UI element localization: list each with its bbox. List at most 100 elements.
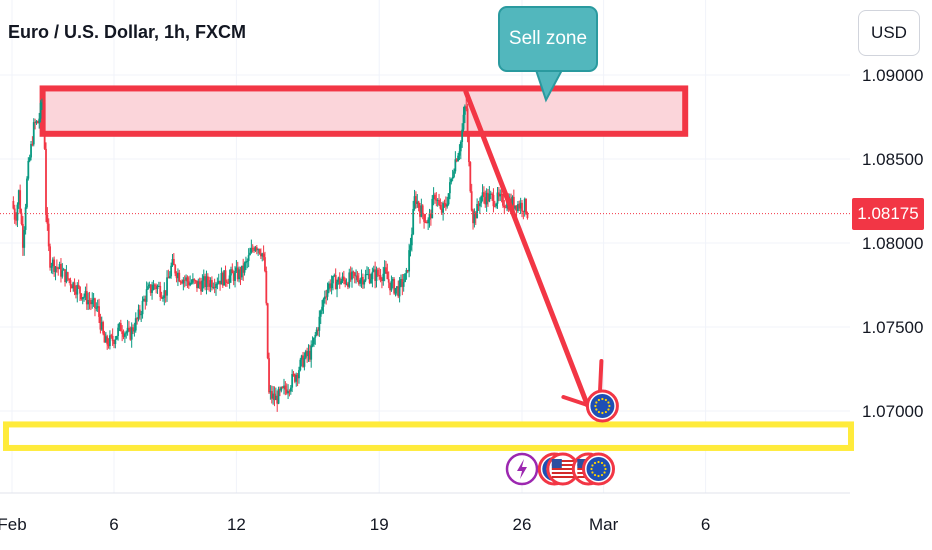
candle-body (53, 259, 56, 272)
candle-body (247, 255, 250, 261)
candle-body (206, 276, 209, 284)
candle-body (98, 306, 100, 317)
sell-arrow-line[interactable] (463, 89, 590, 408)
candle-body (104, 336, 107, 343)
candle-body (429, 213, 432, 219)
candle-body (122, 333, 125, 337)
candle-body (100, 322, 103, 330)
candle-body (115, 336, 118, 340)
eu-flag-icon[interactable] (582, 452, 615, 486)
candle-body (281, 387, 284, 389)
candle-body (262, 253, 265, 258)
candle-body (148, 284, 151, 287)
candle-body (123, 333, 126, 337)
x-tick-label: Feb (0, 515, 27, 534)
candle-body (213, 286, 216, 288)
candle-body (16, 204, 19, 221)
candle-body (84, 291, 87, 297)
candle-body (502, 194, 504, 206)
candle-body (338, 277, 341, 285)
candle-body (386, 271, 389, 280)
candle-body (194, 280, 197, 282)
candle-body (431, 198, 434, 219)
candle-body (144, 298, 147, 302)
candle-body (284, 385, 287, 390)
candle-body (488, 193, 491, 202)
support-zone-box[interactable] (3, 421, 854, 451)
candle-body (291, 374, 294, 388)
candle-body (304, 351, 307, 358)
candle-body (215, 283, 217, 288)
candle-body (178, 272, 181, 282)
candle-body (360, 277, 363, 280)
sell-zone-box[interactable] (39, 85, 689, 137)
candle-body (223, 270, 226, 286)
candle-body (308, 350, 311, 360)
candle-body (79, 286, 81, 294)
candle-body (128, 327, 130, 329)
event-markers[interactable] (505, 389, 619, 486)
eu-flag-icon[interactable] (585, 389, 619, 423)
candle-body (447, 193, 450, 205)
candle-body (35, 121, 38, 124)
candle-body (255, 247, 258, 251)
candle-body (143, 298, 145, 301)
candle-body (201, 280, 204, 292)
candle-body (493, 206, 496, 208)
currency-button[interactable]: USD (858, 10, 920, 56)
candle-body (400, 279, 402, 281)
candle-body (393, 279, 396, 294)
candle-body (279, 388, 281, 391)
candle-body (361, 277, 364, 285)
candle-body (462, 114, 465, 130)
candle-body (389, 282, 391, 291)
lightning-icon[interactable] (505, 452, 539, 486)
candle-body (474, 212, 477, 219)
candle-body (69, 280, 72, 286)
candle-body (179, 281, 182, 283)
candle-body (245, 261, 247, 264)
candle-body (364, 274, 367, 281)
y-tick-label: 1.07000 (862, 402, 923, 421)
candle-body (463, 106, 466, 115)
candle-body (526, 213, 529, 219)
zones (3, 85, 854, 451)
candle-body (293, 374, 296, 382)
time-axis[interactable]: Feb 6 12 19 26 Mar 6 (0, 492, 850, 534)
candle-body (314, 334, 317, 338)
candle-body (326, 289, 329, 297)
x-tick-label: Mar (589, 515, 619, 534)
candle-body (397, 286, 400, 297)
candle-body (12, 201, 15, 209)
candle-body (404, 273, 406, 283)
candle-body (31, 143, 34, 145)
candle-body (348, 272, 351, 287)
candle-body (517, 204, 519, 212)
candle-body (39, 102, 42, 119)
candle-body (92, 298, 95, 300)
candle-body (46, 214, 49, 224)
candle-body (172, 258, 175, 265)
price-axis[interactable]: 1.09000 1.08500 1.08000 1.07500 1.07000 (862, 66, 923, 421)
candle-body (375, 269, 378, 281)
candle-body (423, 214, 425, 222)
candle-body (500, 193, 503, 195)
candle-body (264, 257, 266, 272)
candle-body (340, 281, 343, 285)
candle-body (349, 272, 352, 280)
candle-body (81, 297, 84, 300)
candle-body (352, 271, 355, 273)
candle-body (319, 310, 322, 317)
candle-body (366, 274, 368, 276)
candle-body (266, 303, 269, 359)
candle-body (469, 162, 472, 192)
candle-body (23, 229, 26, 248)
sell-zone-callout[interactable]: Sell zone (498, 6, 598, 72)
candle-body (41, 102, 43, 104)
candle-body (387, 279, 390, 283)
candle-body (189, 282, 192, 286)
candle-body (174, 264, 177, 274)
candle-body (439, 204, 442, 209)
